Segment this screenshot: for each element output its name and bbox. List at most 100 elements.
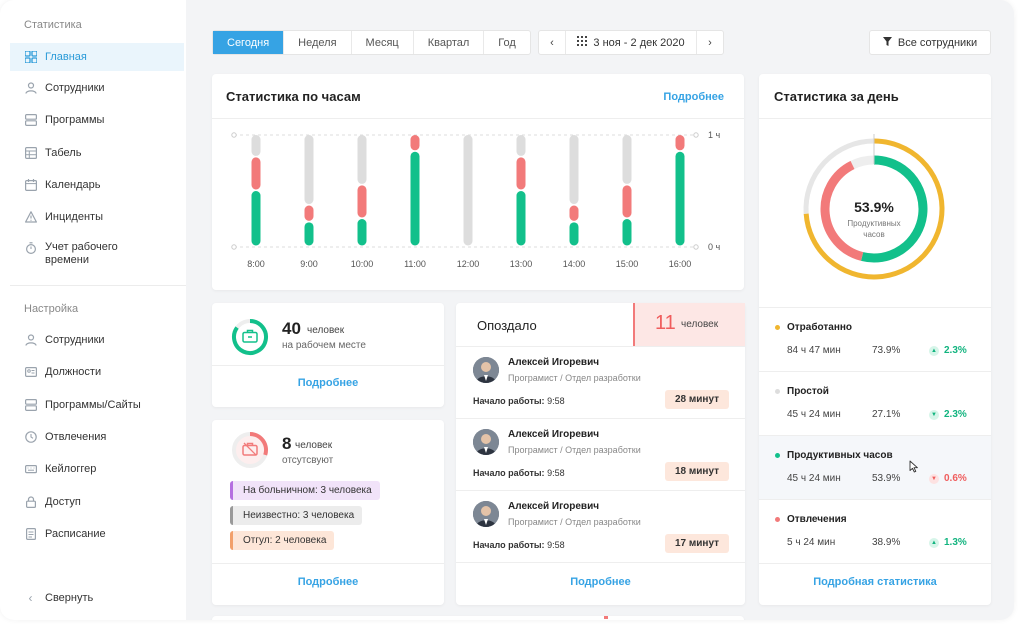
at-work-more-link[interactable]: Подробнее bbox=[297, 377, 359, 389]
sidebar-item-keylogger[interactable]: Кейлоггер bbox=[10, 455, 184, 483]
donut-center-label-2: часов bbox=[863, 230, 885, 239]
sidebar-item-timesheet[interactable]: Табель bbox=[10, 139, 184, 167]
daily-row-time: 45 ч 24 мин bbox=[787, 409, 841, 420]
absent-card: 8 человек отсутсвуют На больничном: 3 че… bbox=[212, 420, 444, 605]
sidebar-item-label: Программы bbox=[45, 114, 105, 126]
tab-month[interactable]: Месяц bbox=[352, 31, 414, 54]
filter-icon bbox=[882, 36, 892, 49]
bar-segment bbox=[569, 222, 579, 246]
sidebar-item-programs[interactable]: Программы bbox=[10, 106, 184, 134]
grid-marker bbox=[231, 244, 237, 250]
absent-tag-unknown: Неизвестно: 3 человека bbox=[230, 506, 363, 525]
daily-row-idle: Простой 45 ч 24 мин 27.1% ▼ 2.3% bbox=[759, 371, 991, 435]
late-row[interactable]: Алексей Игоревич Програмист / Отдел разр… bbox=[456, 418, 745, 490]
y-tick-top: 1 ч bbox=[708, 130, 721, 140]
daily-row-change: ▼ 2.3% bbox=[929, 409, 967, 420]
absent-more-link[interactable]: Подробнее bbox=[297, 576, 359, 588]
collapse-label: Свернуть bbox=[45, 592, 94, 604]
sidebar-item-settings-employees[interactable]: Сотрудники bbox=[10, 326, 184, 354]
detailed-stats-link[interactable]: Подробная статистика bbox=[813, 576, 937, 588]
sidebar-item-label: Кейлоггер bbox=[45, 463, 97, 475]
x-tick-label: 10:00 bbox=[351, 259, 374, 269]
sidebar-section-settings: Настройка bbox=[24, 303, 79, 315]
sidebar-item-label: Табель bbox=[45, 147, 82, 159]
tab-today[interactable]: Сегодня bbox=[213, 31, 285, 54]
tab-year[interactable]: Год bbox=[498, 36, 516, 49]
sidebar-item-distractions[interactable]: Отвлечения bbox=[10, 423, 184, 451]
late-title: Опоздало bbox=[477, 318, 537, 333]
x-tick-label: 11:00 bbox=[404, 259, 426, 269]
at-work-card: 40 человек на рабочем месте Подробнее bbox=[212, 303, 444, 407]
sidebar-item-schedule[interactable]: Расписание bbox=[10, 520, 184, 548]
date-range-text: 3 ноя - 2 дек 2020 bbox=[593, 36, 685, 49]
daily-row-pct: 27.1% bbox=[872, 409, 901, 420]
start-label: Начало работы: bbox=[473, 540, 545, 550]
bar-segment bbox=[463, 135, 473, 246]
prev-period-button[interactable]: ‹ bbox=[550, 36, 554, 49]
sidebar-item-label: Расписание bbox=[45, 528, 106, 540]
donut-center-label-1: Продуктивных bbox=[847, 219, 901, 228]
start-time: Начало работы: 9:58 bbox=[473, 396, 565, 406]
date-range-picker: ‹ 3 ноя - 2 дек 2020 › bbox=[538, 30, 724, 55]
date-range-field[interactable]: 3 ноя - 2 дек 2020 bbox=[565, 31, 697, 54]
absent-subtitle: отсутсвуют bbox=[282, 455, 334, 466]
inner-ring-segment bbox=[820, 160, 864, 261]
employee-name: Алексей Игоревич bbox=[508, 501, 600, 512]
bar-segment bbox=[516, 157, 526, 190]
sidebar-item-programs-sites[interactable]: Программы/Сайты bbox=[10, 391, 184, 419]
daily-row-time: 5 ч 24 мин bbox=[787, 537, 836, 548]
daily-stats-title: Статистика за день bbox=[774, 89, 899, 104]
grid-icon bbox=[24, 51, 37, 64]
user-icon bbox=[24, 334, 37, 347]
late-more-link[interactable]: Подробнее bbox=[570, 576, 631, 588]
sidebar-section-stats: Статистика bbox=[24, 19, 82, 31]
avatar bbox=[473, 429, 499, 455]
sidebar-item-access[interactable]: Доступ bbox=[10, 488, 184, 516]
arrow-up-icon: ▲ bbox=[929, 537, 939, 548]
tab-quarter[interactable]: Квартал bbox=[414, 31, 485, 54]
sidebar-item-label-line2: времени bbox=[45, 254, 89, 266]
employee-filter-label: Все сотрудники bbox=[897, 36, 978, 49]
at-work-count: 40 bbox=[282, 319, 301, 338]
x-tick-label: 9:00 bbox=[300, 259, 318, 269]
donut-center-value: 53.9% bbox=[854, 199, 894, 215]
sidebar-item-label: Учет рабочего bbox=[45, 241, 118, 253]
bar-segment bbox=[304, 135, 314, 205]
arrow-up-icon: ▲ bbox=[929, 345, 939, 356]
server-icon bbox=[24, 114, 37, 127]
daily-row-time: 45 ч 24 мин bbox=[787, 473, 841, 484]
absent-tag-dayoff: Отгул: 2 человека bbox=[230, 531, 335, 550]
late-row[interactable]: Алексей Игоревич Програмист / Отдел разр… bbox=[456, 346, 745, 418]
tab-week[interactable]: Неделя bbox=[284, 31, 352, 54]
sidebar-item-incidents[interactable]: Инциденты bbox=[10, 203, 184, 231]
employee-name: Алексей Игоревич bbox=[508, 357, 600, 368]
sidebar-item-positions[interactable]: Должности bbox=[10, 358, 184, 386]
daily-row-productive[interactable]: Продуктивных часов 45 ч 24 мин 53.9% ▼ 0.… bbox=[759, 435, 991, 499]
inner-ring-segment bbox=[861, 155, 928, 263]
sidebar-item-label: Программы/Сайты bbox=[45, 399, 141, 411]
outer-ring-segment bbox=[803, 138, 945, 280]
grid-marker bbox=[693, 244, 699, 250]
warning-icon bbox=[24, 211, 37, 224]
start-time: Начало работы: 9:58 bbox=[473, 540, 565, 550]
sidebar-item-home[interactable]: Главная bbox=[10, 43, 184, 71]
late-row[interactable]: Алексей Игоревич Програмист / Отдел разр… bbox=[456, 490, 745, 562]
x-tick-label: 8:00 bbox=[247, 259, 265, 269]
collapse-sidebar-button[interactable]: ‹ Свернуть bbox=[10, 584, 184, 612]
sidebar-item-calendar[interactable]: Календарь bbox=[10, 171, 184, 199]
stopwatch-icon bbox=[24, 241, 37, 254]
bar-segment bbox=[569, 135, 579, 205]
next-period-button[interactable]: › bbox=[708, 36, 712, 49]
late-duration-badge: 28 минут bbox=[665, 390, 729, 409]
sidebar-item-employees[interactable]: Сотрудники bbox=[10, 74, 184, 102]
card-divider bbox=[759, 563, 991, 564]
employee-filter-button[interactable]: Все сотрудники bbox=[869, 30, 991, 55]
bar-segment bbox=[675, 135, 685, 151]
bar-segment bbox=[251, 135, 261, 156]
hourly-more-link[interactable]: Подробнее bbox=[663, 91, 724, 103]
daily-row-worked: Отработанно 84 ч 47 мин 73.9% ▲ 2.3% bbox=[759, 307, 991, 371]
daily-stats-card: Статистика за день 53.9% Продуктивных ча… bbox=[759, 74, 991, 605]
sidebar: Статистика Главная Сотрудники Программы … bbox=[0, 0, 186, 620]
absent-unit: человек bbox=[295, 440, 333, 451]
sidebar-item-time-tracking[interactable]: Учет рабочего времени bbox=[10, 238, 184, 272]
